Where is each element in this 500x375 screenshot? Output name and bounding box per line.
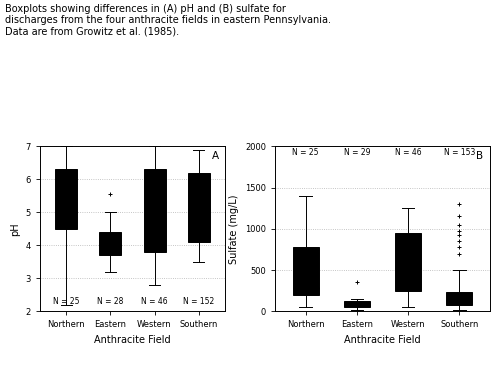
Text: N = 25: N = 25 [53,297,80,306]
Text: N = 25: N = 25 [292,148,319,157]
Text: Boxplots showing differences in (A) pH and (B) sulfate for
discharges from the f: Boxplots showing differences in (A) pH a… [5,4,331,37]
Text: B: B [476,151,484,161]
Text: A: A [212,151,220,161]
PathPatch shape [344,300,370,307]
Text: N = 152: N = 152 [183,297,214,306]
PathPatch shape [188,172,210,242]
X-axis label: Anthracite Field: Anthracite Field [94,335,171,345]
PathPatch shape [396,233,421,291]
Text: N = 28: N = 28 [98,297,124,306]
X-axis label: Anthracite Field: Anthracite Field [344,335,421,345]
Text: N = 153: N = 153 [444,148,475,157]
PathPatch shape [100,232,122,255]
PathPatch shape [144,170,166,252]
Y-axis label: pH: pH [10,222,20,236]
Text: N = 29: N = 29 [344,148,370,157]
PathPatch shape [446,292,472,304]
PathPatch shape [56,170,78,229]
Text: N = 46: N = 46 [141,297,168,306]
Y-axis label: Sulfate (mg/L): Sulfate (mg/L) [230,194,239,264]
Text: N = 46: N = 46 [395,148,421,157]
PathPatch shape [293,247,318,295]
